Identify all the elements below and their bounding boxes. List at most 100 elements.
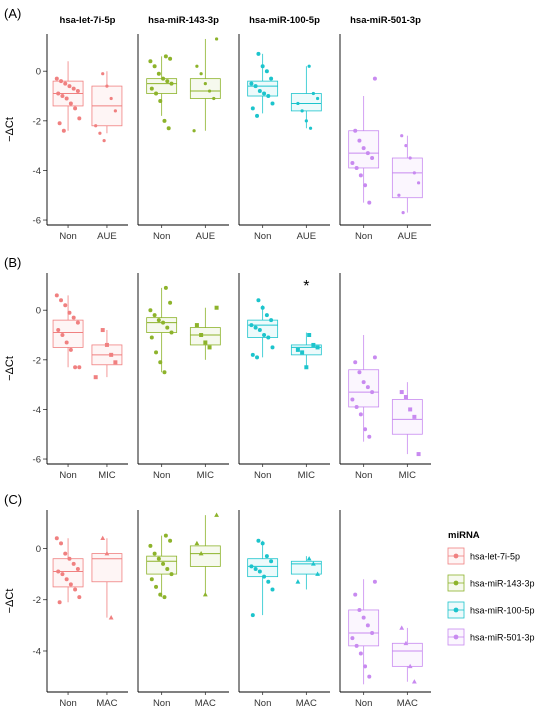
x-tick-label: AUE bbox=[196, 231, 216, 242]
data-point bbox=[54, 76, 59, 81]
data-point bbox=[100, 535, 106, 540]
data-point bbox=[68, 582, 73, 587]
data-point bbox=[154, 350, 159, 355]
y-tick-label: -2 bbox=[33, 595, 41, 606]
data-point bbox=[56, 91, 61, 96]
facet-hsa-miR-100-5p: hsa-miR-100-5p Non AUE bbox=[238, 15, 330, 242]
data-point bbox=[169, 81, 174, 86]
legend-title: miRNA bbox=[448, 530, 480, 541]
data-point bbox=[148, 59, 153, 64]
data-point bbox=[149, 335, 154, 340]
data-point bbox=[109, 96, 113, 101]
data-point bbox=[353, 592, 358, 597]
facet-hsa-miR-143-3p: Non MIC bbox=[137, 273, 229, 481]
data-point bbox=[169, 572, 174, 577]
data-point bbox=[404, 144, 408, 148]
data-point bbox=[300, 109, 304, 113]
data-point bbox=[399, 390, 404, 395]
data-point bbox=[162, 370, 167, 375]
data-point bbox=[249, 81, 254, 86]
data-point bbox=[152, 551, 157, 556]
legend-label: hsa-miR-100-5p bbox=[470, 606, 535, 616]
data-point bbox=[260, 541, 265, 546]
data-point bbox=[257, 89, 262, 94]
data-point bbox=[306, 556, 312, 561]
data-point bbox=[264, 313, 269, 318]
data-point bbox=[358, 651, 363, 656]
data-point bbox=[408, 156, 412, 160]
legend-item: hsa-let-7i-5p bbox=[447, 547, 520, 565]
data-point bbox=[156, 318, 161, 323]
legend-swatch-point bbox=[453, 607, 459, 613]
legend-swatch-point bbox=[453, 553, 459, 559]
data-point bbox=[361, 146, 366, 151]
legend-swatch-point bbox=[453, 634, 459, 640]
data-point bbox=[412, 414, 417, 419]
box-iqr bbox=[189, 327, 221, 346]
data-point bbox=[260, 305, 265, 310]
data-point bbox=[101, 72, 105, 76]
facet-title: hsa-let-7i-5p bbox=[60, 15, 116, 26]
data-point bbox=[249, 323, 254, 328]
facet-hsa-miR-143-3p: hsa-miR-143-3p Non AUE bbox=[137, 15, 229, 242]
data-point bbox=[168, 56, 173, 61]
data-point bbox=[255, 355, 260, 360]
data-point bbox=[253, 566, 258, 571]
data-point bbox=[63, 303, 68, 308]
data-point bbox=[363, 664, 368, 669]
data-point bbox=[162, 118, 167, 123]
panel-b: (B) −ΔCt 0 -2 -4 -6 Non MIC Non MIC Non MIC * Non MIC bbox=[4, 255, 431, 481]
data-point bbox=[365, 151, 370, 156]
data-point bbox=[203, 340, 208, 345]
data-point bbox=[270, 101, 275, 106]
data-point bbox=[67, 84, 72, 89]
data-point bbox=[416, 452, 421, 457]
data-point bbox=[266, 579, 271, 584]
data-point bbox=[75, 320, 80, 325]
box-iqr bbox=[348, 609, 380, 647]
data-point bbox=[350, 160, 355, 165]
box-iqr bbox=[391, 399, 423, 435]
data-point bbox=[163, 533, 168, 538]
data-point bbox=[71, 315, 76, 320]
x-tick-label: Non bbox=[355, 470, 372, 481]
data-point bbox=[295, 347, 300, 352]
box-iqr bbox=[391, 642, 423, 667]
data-point bbox=[77, 116, 82, 121]
data-point bbox=[67, 310, 72, 315]
data-point bbox=[370, 390, 375, 395]
y-tick-label: 0 bbox=[36, 67, 41, 78]
data-point bbox=[250, 613, 255, 618]
data-point bbox=[353, 360, 358, 365]
data-point bbox=[63, 81, 68, 86]
data-point bbox=[64, 96, 69, 101]
data-point bbox=[54, 293, 59, 298]
box-iqr bbox=[146, 78, 178, 94]
data-point bbox=[152, 313, 157, 318]
data-point bbox=[165, 79, 170, 84]
data-point bbox=[158, 98, 163, 103]
data-point bbox=[311, 342, 316, 347]
x-tick-label: Non bbox=[254, 470, 271, 481]
data-point bbox=[192, 129, 196, 133]
panel-c: (C) −ΔCt 0 -2 -4 Non MAC Non MAC Non MAC Non MAC bbox=[4, 492, 431, 709]
data-point bbox=[77, 595, 82, 600]
data-point bbox=[401, 210, 405, 215]
y-tick-label: 0 bbox=[36, 306, 41, 317]
data-point bbox=[310, 561, 316, 566]
data-point bbox=[354, 643, 359, 648]
data-point bbox=[370, 156, 375, 161]
data-point bbox=[156, 71, 161, 76]
data-point bbox=[357, 370, 362, 375]
data-point bbox=[195, 64, 199, 68]
data-point bbox=[304, 119, 308, 123]
data-point bbox=[57, 121, 62, 126]
y-tick-label: -4 bbox=[33, 646, 41, 657]
x-tick-label: AUE bbox=[97, 231, 117, 242]
data-point bbox=[60, 94, 65, 99]
data-point bbox=[403, 395, 408, 400]
data-point bbox=[104, 550, 110, 556]
data-point bbox=[98, 131, 102, 135]
data-point bbox=[270, 587, 275, 592]
